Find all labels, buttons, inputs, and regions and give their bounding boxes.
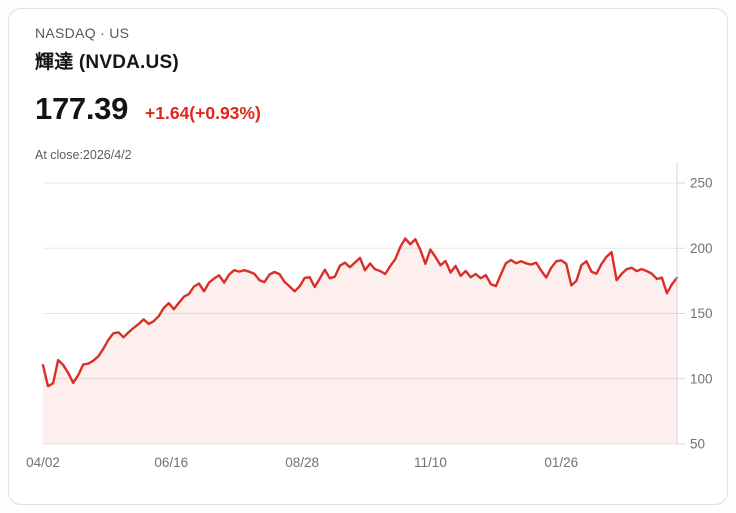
- x-tick-label: 04/02: [26, 455, 60, 470]
- y-tick-label: 250: [690, 176, 713, 191]
- y-tick-label: 50: [690, 437, 705, 452]
- x-tick-label: 11/10: [414, 455, 447, 470]
- y-tick-label: 100: [690, 371, 713, 386]
- x-tick-label: 08/28: [285, 455, 319, 470]
- x-tick-label: 01/26: [544, 455, 578, 470]
- price-row: 177.39 +1.64(+0.93%): [35, 91, 261, 127]
- price-chart[interactable]: 250 200 150 100 50 04/02 06/16 08/28 11/10 01/26: [9, 9, 728, 505]
- stock-title: 輝達 (NVDA.US): [35, 52, 179, 73]
- quote-header: NASDAQ · US 輝達 (NVDA.US) 177.39 +1.64(+0…: [35, 25, 261, 162]
- y-tick-label: 150: [690, 306, 713, 321]
- y-tick-label: 200: [690, 241, 713, 256]
- exchange-label: NASDAQ · US: [35, 25, 130, 41]
- last-price: 177.39: [35, 91, 129, 126]
- stock-quote-card: 250 200 150 100 50 04/02 06/16 08/28 11/10 01/26 …: [8, 8, 728, 505]
- price-area: [43, 238, 677, 444]
- x-tick-label: 06/16: [154, 455, 188, 470]
- price-line: [41, 237, 679, 388]
- price-change: +1.64(+0.93%): [145, 103, 261, 123]
- as-of-label: At close:2026/4/2: [35, 148, 132, 162]
